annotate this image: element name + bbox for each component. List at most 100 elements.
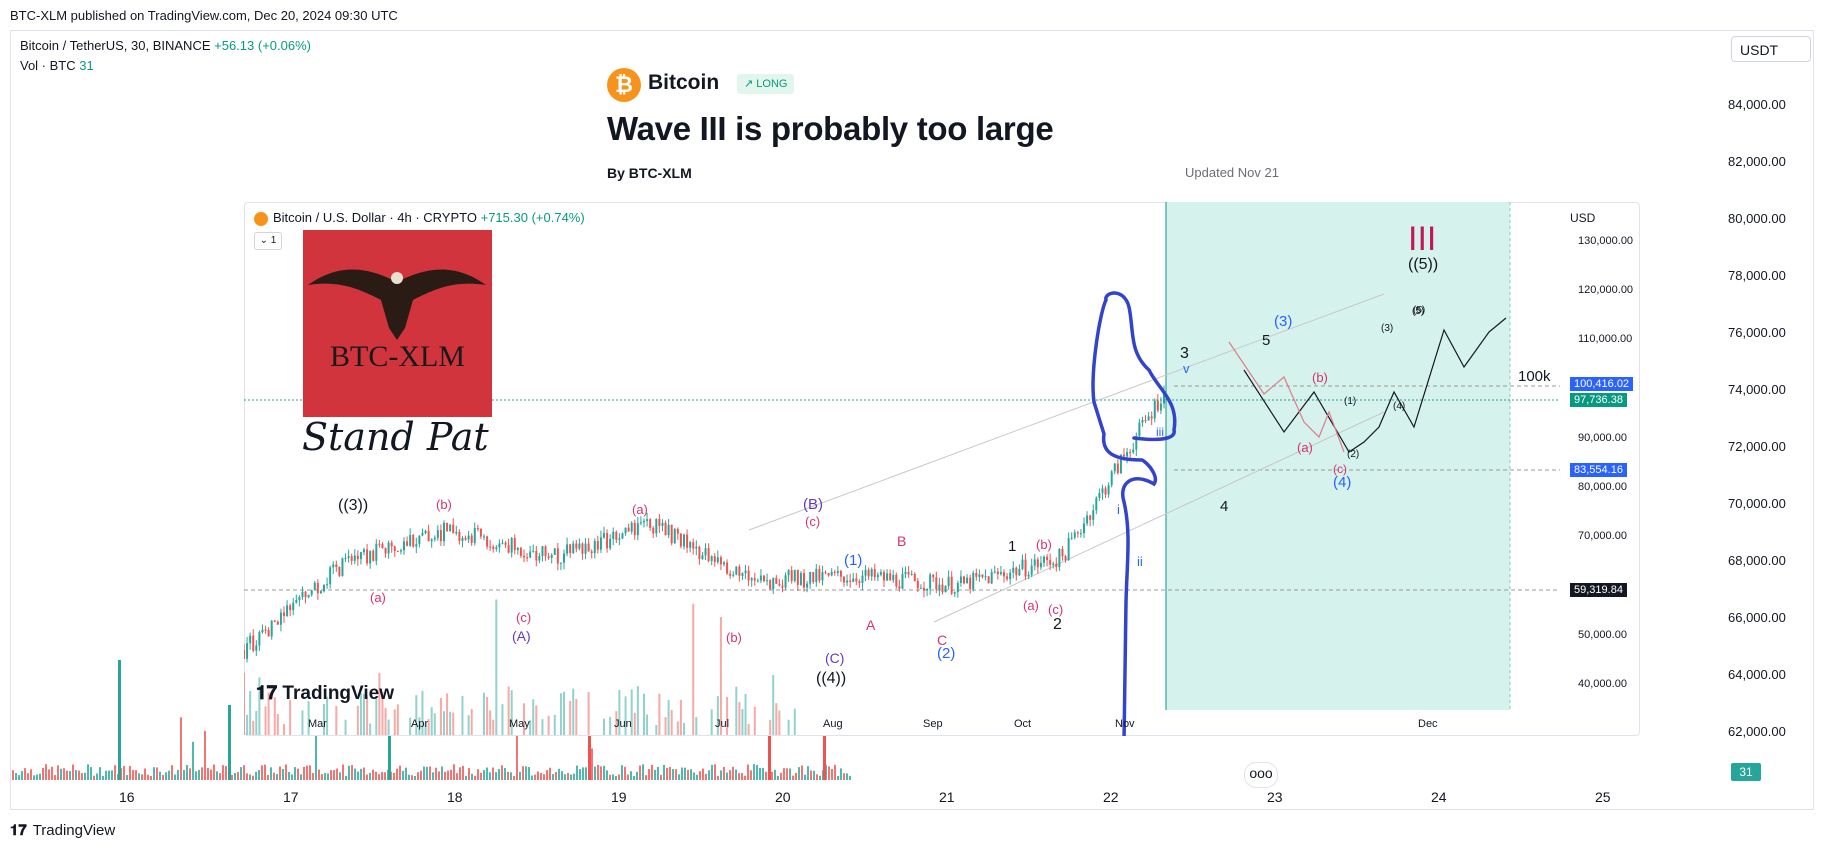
inner-volume-bar [433,713,436,735]
inner-volume-bar [492,719,495,735]
candle-body [633,522,636,536]
inner-volume-bar [323,703,325,735]
candle-body [513,537,516,551]
inner-volume-bar [572,688,575,735]
inner-volume-bar [609,716,612,735]
candle-body [713,556,716,563]
outer-volume-bar [552,774,554,780]
outer-volume-bar [573,773,575,780]
candle-body [910,573,913,575]
outer-volume-bar [492,767,494,780]
candle-body [307,594,310,598]
candle-body [489,546,492,548]
outer-volume-bar [291,774,293,780]
candle-body [646,519,649,522]
candle-body [1153,400,1156,419]
outer-volume-bar [666,767,668,780]
inner-volume-bar [252,720,255,735]
inner-volume-bar [501,704,504,735]
candle-body [984,576,987,578]
inner-volume-bar [421,690,424,735]
inner-volume-bar [375,698,378,735]
candle-body [953,592,956,594]
wave-label: 3 [1180,345,1189,362]
candle-body [907,571,910,575]
outer-volume-bar [474,775,476,780]
candle-body [1024,559,1027,577]
candle-body [987,576,990,584]
outer-volume-bar [366,774,368,780]
candle-body [876,574,879,578]
candle-body [1039,562,1042,568]
candle-body [944,585,947,593]
inner-volume-bar [569,700,572,735]
outer-volume-bar [162,775,164,780]
candle-body [550,554,553,558]
candle-body [298,596,301,601]
candle-body [430,539,433,542]
outer-volume-bar [342,764,344,780]
inner-volume-bar [670,710,673,735]
wave-label: v [1183,361,1190,376]
outer-volume-bar [132,770,134,780]
idea-asset[interactable]: Bitcoin [648,71,720,94]
outer-y-tick: 72,000.00 [1728,439,1786,454]
inner-symbol-legend[interactable]: Bitcoin / U.S. Dollar · 4h · CRYPTO +715… [273,210,585,225]
outer-volume-bar [285,764,287,780]
candle-body [603,533,605,538]
candle-body [1107,485,1110,495]
outer-volume-bar [642,764,644,780]
candle-body [569,544,572,554]
candle-body [658,519,661,526]
volume-legend[interactable]: Vol · BTC 31 [20,58,94,73]
inner-volume-bar [359,693,362,735]
candle-body [492,546,495,549]
candle-body [1159,403,1162,411]
outer-volume-bar [420,770,422,780]
outer-volume-bar [486,767,488,780]
footer-brand[interactable]: 𝟏𝟕 TradingView [10,822,115,839]
outer-volume-bar [699,771,701,780]
currency-select[interactable]: USDT [1731,36,1811,62]
inner-volume-bar [393,709,396,735]
candle-body [249,635,252,644]
candle-body [406,541,409,546]
tradingview-logo-icon: 𝟏𝟕 [256,683,278,704]
candle-body [796,569,799,585]
outer-volume-bar [210,769,212,780]
inner-volume-bar [695,717,698,735]
inner-volume-bar [510,690,513,735]
candle-body [741,573,744,576]
more-button[interactable]: ooo [1244,762,1278,788]
outer-volume-bar [426,766,428,780]
inner-x-tick: May [509,718,530,730]
candle-body [1113,463,1116,472]
candle-body [353,555,356,561]
outer-volume-bar [111,770,113,780]
outer-volume-bar [216,771,218,780]
symbol-legend[interactable]: Bitcoin / TetherUS, 30, BINANCE +56.13 (… [20,38,311,53]
candle-body [806,583,809,588]
wave-label: (b) [1312,370,1328,385]
outer-volume-bar [315,722,317,780]
wave-label: ((5)) [1408,256,1439,273]
volume-value: 31 [79,58,94,73]
bitcoin-logo-icon: ₿ [607,68,641,102]
candle-body [363,549,365,553]
outer-volume-bar [324,773,326,780]
inner-volume-bar [427,719,430,735]
candle-body [286,605,289,616]
inner-tradingview-logo: 𝟏𝟕 TradingView [256,683,394,704]
outer-volume-bar [507,771,509,780]
idea-author[interactable]: By BTC-XLM [607,165,692,181]
wave-label: (A) [512,628,531,644]
outer-volume-bar [264,764,266,780]
inner-x-tick: Nov [1115,718,1135,730]
interval-toggle-button[interactable]: ⌄ 1 [254,232,282,250]
candle-body [1064,556,1067,561]
outer-volume-bar [741,772,743,780]
candle-body [519,547,522,556]
inner-volume-bar [655,724,658,735]
wave-label: ((4)) [816,670,847,687]
